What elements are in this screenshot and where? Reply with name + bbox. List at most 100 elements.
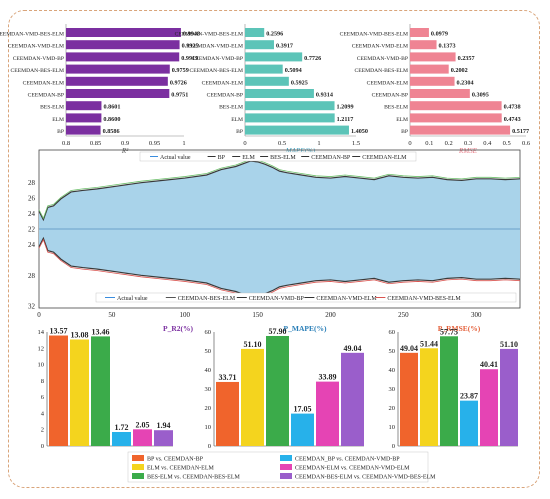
- bar: [480, 369, 498, 446]
- category-label: BP: [236, 129, 243, 135]
- bar: [245, 89, 314, 98]
- y-tick-label: 0: [392, 443, 395, 450]
- bar-value-label: 0.9919: [181, 55, 198, 62]
- bar: [49, 335, 68, 446]
- legend-label: ELM: [242, 155, 255, 161]
- legend-swatch: [132, 455, 144, 461]
- category-label: CEEMDAN-VMD-ELM: [8, 44, 64, 50]
- bar-value-label: 13.08: [71, 330, 89, 339]
- bar: [245, 76, 289, 86]
- upper-area: [39, 161, 520, 229]
- lower-area: [39, 229, 520, 297]
- x-tick-label: 0.2: [445, 140, 453, 147]
- x-tick-label: 0: [408, 140, 411, 147]
- legend-label: CEEMDAN-ELM: [362, 155, 407, 161]
- bar: [245, 40, 274, 50]
- y-tick-label: 6: [41, 394, 45, 401]
- bar-value-label: 1.2117: [337, 116, 354, 123]
- bar: [316, 381, 339, 446]
- bar: [133, 429, 152, 446]
- category-label: CEEMDAN-VMD-BP: [13, 56, 64, 62]
- legend-label: BP: [218, 155, 226, 161]
- bar: [66, 113, 102, 123]
- y-tick-label: 50: [389, 348, 396, 355]
- upper-area-line: [38, 160, 521, 222]
- y-tick-label: 28: [28, 179, 36, 187]
- legend-label: CEEMDAN-VMD-ELM: [316, 296, 377, 302]
- category-label: BES-ELM: [219, 105, 243, 111]
- bar-value-label: 33.89: [319, 373, 337, 382]
- x-axis-label: MAPE(%): [285, 147, 316, 155]
- bar: [66, 40, 180, 50]
- x-tick-label: 0.5: [503, 140, 511, 147]
- y-tick-label: 24: [28, 241, 36, 249]
- bar-value-label: 1.4050: [351, 128, 368, 135]
- legend-label: CEEMDAN-BP: [311, 155, 351, 161]
- y-tick-label: 24: [28, 210, 36, 218]
- legend-label: BES-ELM vs. CEEMDAN-BES-ELM: [147, 475, 240, 481]
- legend-label: ELM vs. CEEMDAN-ELM: [147, 466, 214, 472]
- x-tick-label: 0.95: [149, 140, 160, 147]
- bar: [291, 413, 314, 446]
- upper-legend-box: [139, 151, 417, 162]
- category-label: BP: [57, 129, 64, 135]
- bar: [66, 101, 102, 111]
- y-tick-label: 50: [205, 348, 212, 355]
- bar-value-label: 40.41: [480, 360, 498, 369]
- bar-value-label: 0.8586: [103, 128, 120, 135]
- bar: [410, 64, 449, 74]
- x-tick-label: 0.85: [90, 140, 101, 147]
- bar: [66, 89, 170, 98]
- bar: [245, 52, 303, 62]
- bar: [66, 64, 170, 74]
- y-tick-label: 10: [38, 362, 45, 369]
- legend-swatch: [132, 464, 144, 470]
- category-label: BES-ELM: [40, 105, 64, 111]
- bar: [410, 89, 470, 98]
- x-tick-label: 150: [252, 311, 263, 319]
- x-tick-label: 0: [243, 140, 246, 147]
- bar: [66, 28, 181, 37]
- bar-value-label: 0.9759: [172, 67, 189, 74]
- bar: [70, 339, 89, 446]
- bar-value-label: 0.2357: [458, 55, 475, 62]
- y-tick-label: 22: [28, 226, 36, 234]
- category-label: CEEMDAN-ELM: [202, 80, 243, 86]
- category-label: ELM: [52, 117, 64, 123]
- bar: [66, 52, 180, 62]
- legend-label: CEEMDAN-BES-ELM: [178, 296, 236, 302]
- legend-label: BP vs. CEEMDAN-BP: [147, 457, 204, 463]
- bar: [245, 28, 265, 37]
- category-label: CEEMDAN-BP: [372, 93, 408, 99]
- bar: [410, 28, 429, 37]
- bar: [66, 125, 101, 135]
- legend-label: CEEMDAN-BES-ELM vs. CEEMDAN-VMD-BES-ELM: [295, 475, 436, 481]
- bar-value-label: 51.44: [420, 339, 438, 348]
- bar-value-label: 0.7726: [304, 55, 321, 62]
- x-axis-label: R²: [121, 147, 129, 155]
- y-tick-label: 20: [389, 405, 396, 412]
- bar: [91, 336, 110, 446]
- x-tick-label: 100: [180, 311, 191, 319]
- y-tick-label: 30: [205, 386, 212, 393]
- bar-value-label: 0.3095: [472, 92, 489, 99]
- bar: [460, 400, 478, 446]
- legend-swatch: [280, 473, 292, 479]
- category-label: ELM: [231, 117, 243, 123]
- bar: [245, 64, 283, 74]
- category-label: CEEMDAN-VMD-BES-ELM: [0, 32, 64, 38]
- category-label: CEEMDAN-BES-ELM: [355, 68, 408, 74]
- category-label: CEEMDAN-VMD-ELM: [352, 44, 408, 50]
- bar: [500, 348, 518, 446]
- category-label: CEEMDAN-BP: [28, 93, 64, 99]
- y-tick-label: 40: [389, 367, 396, 374]
- bar: [154, 430, 173, 446]
- bar-value-label: 33.71: [219, 373, 237, 382]
- category-label: CEEMDAN-ELM: [367, 80, 408, 86]
- legend-label: CEEMDAN_BP vs. CEEMDAN-VMD-BP: [295, 457, 400, 463]
- x-tick-label: 0.8: [62, 140, 70, 147]
- legend-label: CEEMDAN-VMD-BES-ELM: [387, 296, 461, 302]
- bar-value-label: 1.2099: [337, 104, 354, 111]
- y-tick-label: 14: [38, 329, 45, 336]
